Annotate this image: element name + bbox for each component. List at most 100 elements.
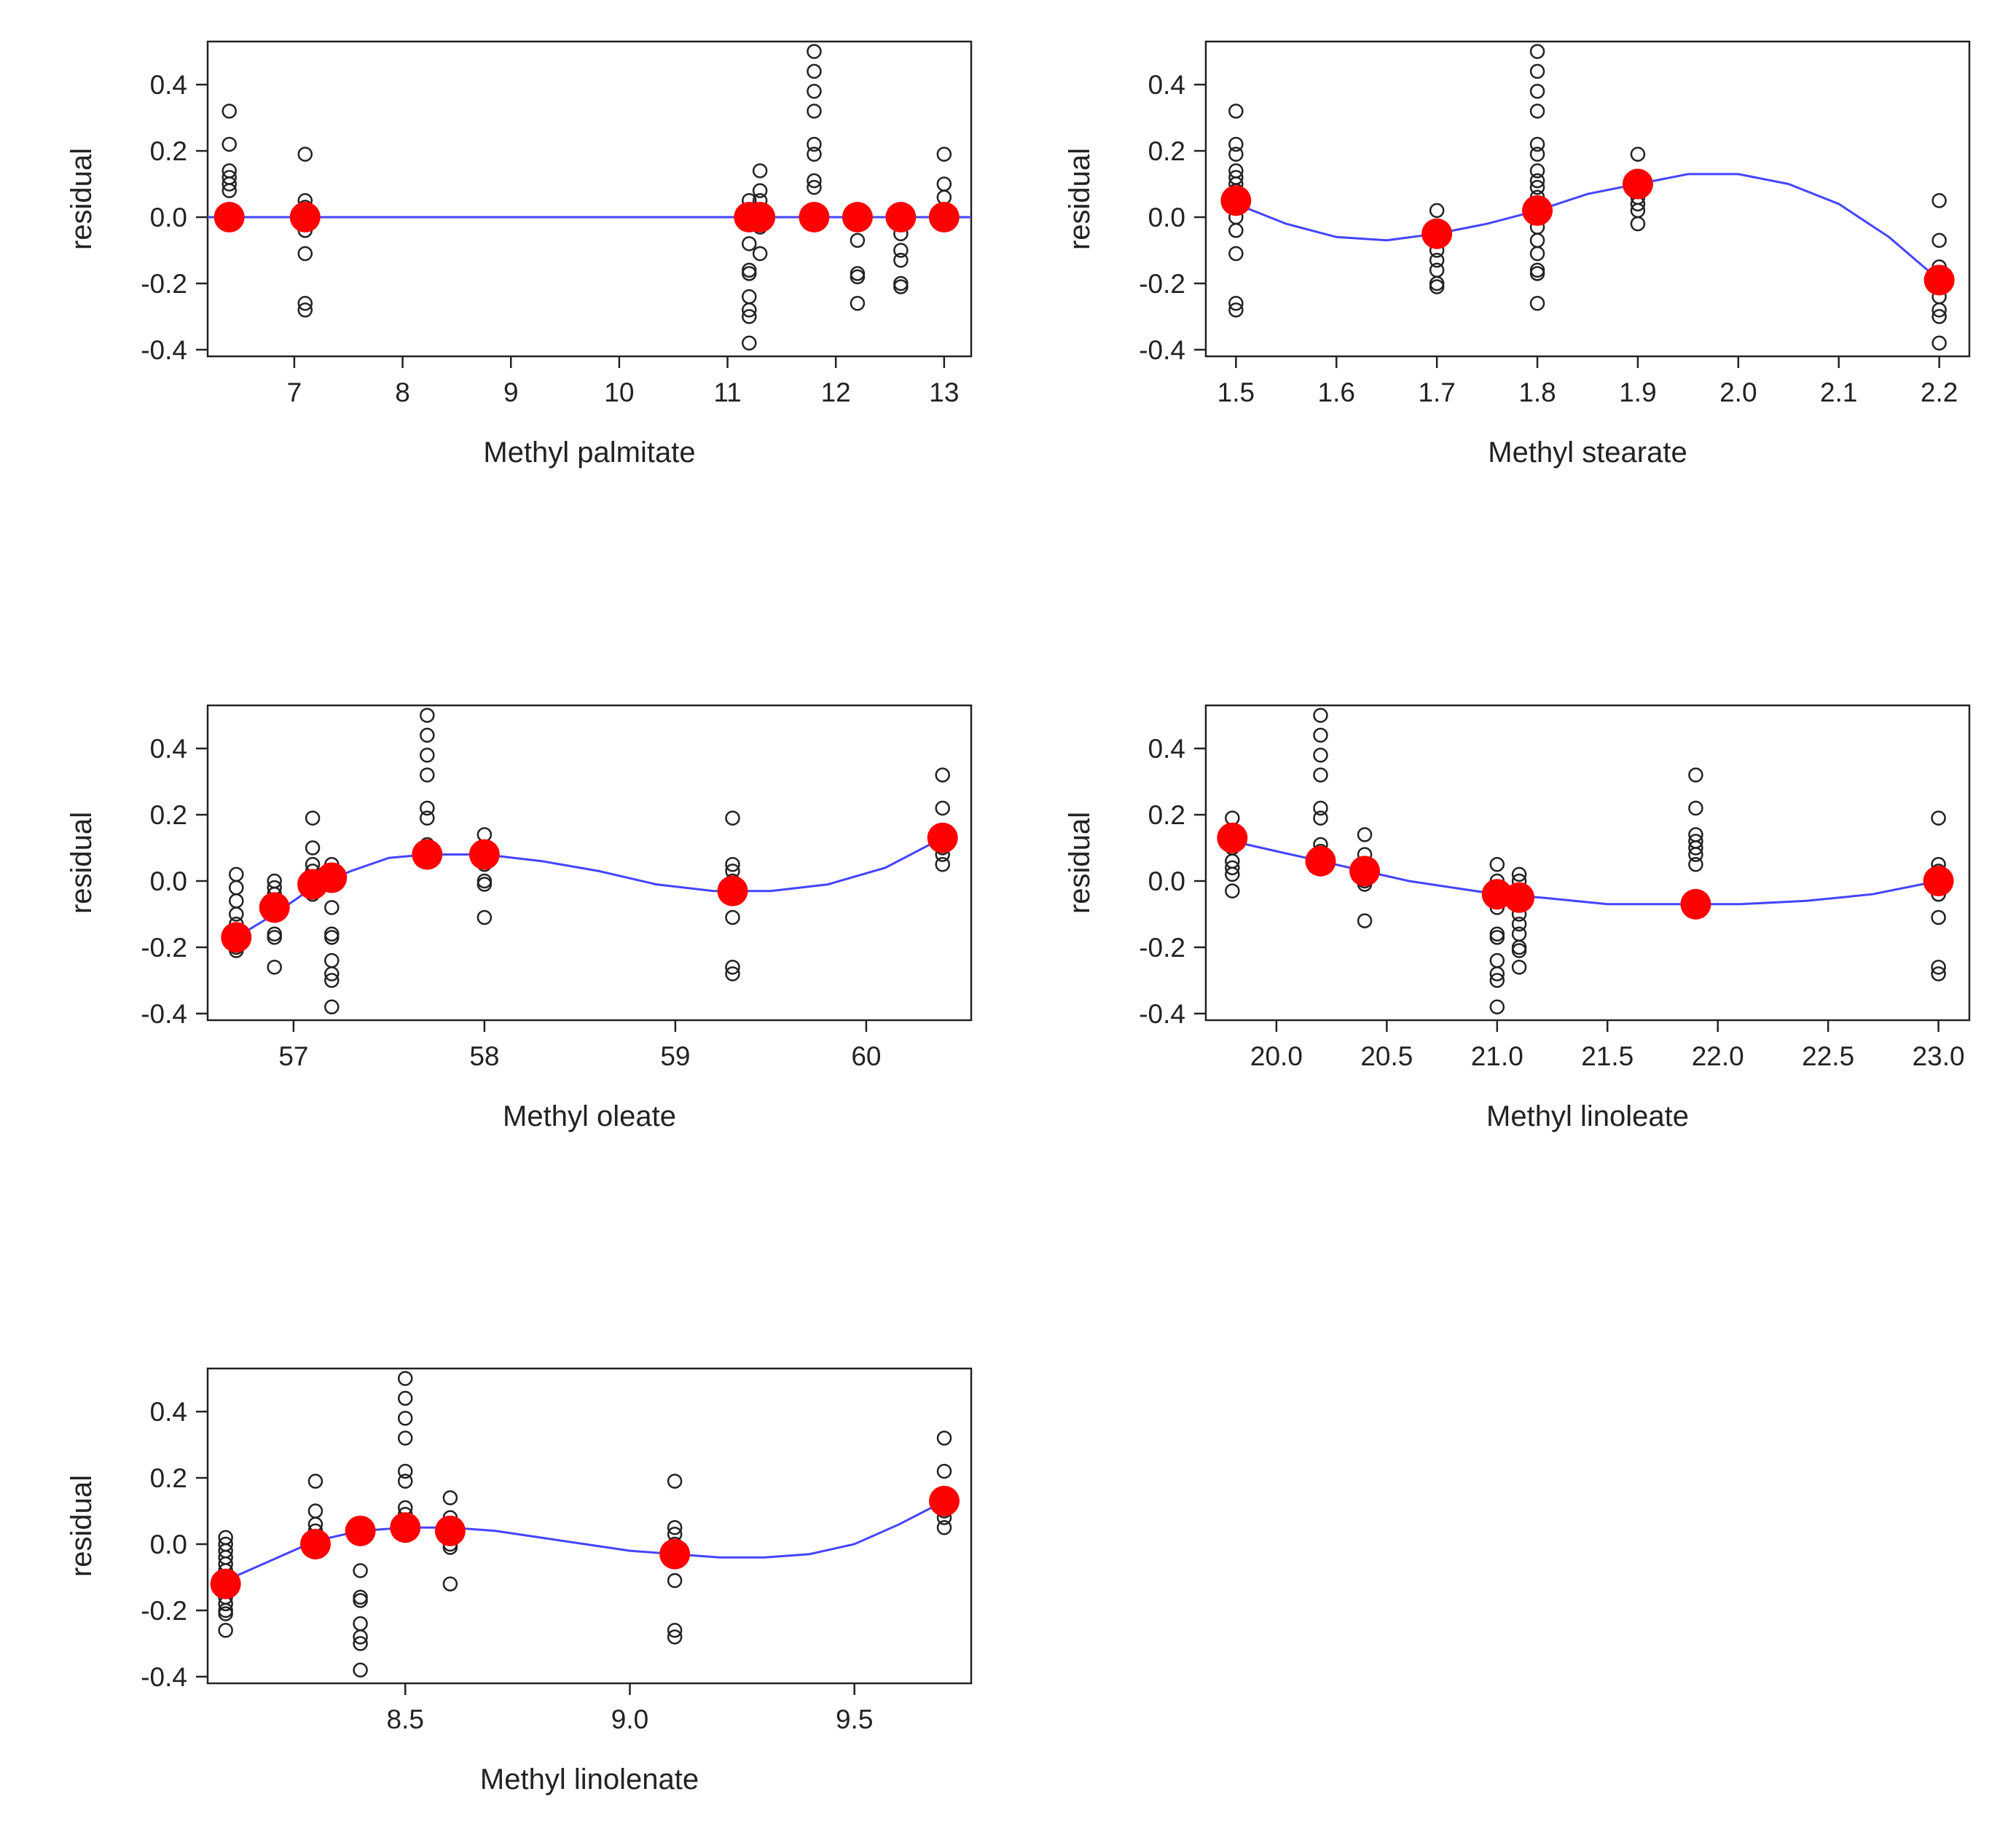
residual-point xyxy=(893,243,909,258)
residual-point xyxy=(742,335,757,351)
group-mean-point xyxy=(745,202,776,233)
residual-point xyxy=(1529,173,1545,189)
x-tick-label: 57 xyxy=(278,1041,308,1071)
residual-point xyxy=(1529,146,1545,162)
residual-point xyxy=(397,1473,413,1489)
residual-point xyxy=(1489,952,1505,968)
y-tick-label: -0.2 xyxy=(141,933,187,963)
y-tick-label: 0.2 xyxy=(150,136,187,166)
data-layer xyxy=(1220,44,1955,351)
residual-point xyxy=(893,252,909,268)
residual-point xyxy=(936,176,952,192)
group-mean-point xyxy=(1220,185,1252,216)
residual-point xyxy=(752,183,768,198)
residual-point xyxy=(1931,335,1947,351)
residual-point xyxy=(397,1410,413,1426)
residual-point xyxy=(725,810,740,826)
residual-point xyxy=(1429,252,1445,268)
group-mean-point xyxy=(1305,845,1336,877)
residual-point xyxy=(725,857,740,872)
chart-panel-4: 20.0 20.5 21.0 21.5 22.0 22.5 23.0 -0.4 -0.2 0.0 0… xyxy=(1064,704,1971,1132)
data-layer xyxy=(221,708,958,1015)
x-tick-label: 1.9 xyxy=(1619,377,1656,407)
x-tick-label: 9.5 xyxy=(836,1704,873,1734)
residual-point xyxy=(1313,708,1328,723)
residual-point xyxy=(1529,266,1545,281)
group-mean-point xyxy=(659,1538,691,1570)
x-tick-label: 8.5 xyxy=(387,1704,424,1734)
residual-point xyxy=(1489,930,1505,945)
residual-point xyxy=(1931,232,1947,248)
residual-point xyxy=(1489,999,1505,1015)
x-tick-label: 23.0 xyxy=(1913,1041,1965,1071)
residual-point xyxy=(1688,847,1703,862)
residual-point xyxy=(752,246,768,262)
group-mean-point xyxy=(1680,888,1711,920)
residual-point xyxy=(1529,232,1545,248)
y-tick-label: 0.4 xyxy=(1148,734,1185,764)
residual-point xyxy=(667,1520,683,1535)
residual-point xyxy=(1529,246,1545,262)
residual-point xyxy=(1688,767,1703,783)
group-mean-point xyxy=(929,1485,960,1516)
chart-panel-2: 1.5 1.6 1.7 1.8 1.9 2.0 2.1 2.2 -0.4 -0.2 0.0 0.2 0.… xyxy=(1064,40,1971,469)
x-tick-label: 11 xyxy=(713,377,741,407)
residual-point xyxy=(307,1503,323,1519)
y-tick-label: 0.4 xyxy=(1148,70,1185,100)
y-tick-label: -0.2 xyxy=(1139,933,1185,963)
y-tick-label: 0.2 xyxy=(1148,136,1185,166)
x-axis-title: Methyl oleate xyxy=(503,1100,676,1132)
residual-point xyxy=(936,1463,952,1479)
x-tick-label: 22.5 xyxy=(1802,1041,1854,1071)
y-axis-title: residual xyxy=(1064,148,1096,250)
residual-point xyxy=(742,309,757,324)
residual-point xyxy=(1529,295,1545,311)
plot-frame xyxy=(206,40,973,358)
residual-point xyxy=(1429,203,1445,219)
y-tick-label: 0.2 xyxy=(1148,800,1185,830)
x-tick-label: 21.0 xyxy=(1471,1041,1523,1071)
group-mean-point xyxy=(1217,822,1248,853)
y-tick-label: 0.4 xyxy=(150,1397,187,1427)
residual-point xyxy=(1228,302,1244,318)
group-mean-point xyxy=(434,1515,466,1546)
x-tick-label: 58 xyxy=(469,1041,499,1071)
residual-point xyxy=(229,893,244,909)
x-tick-label: 2.0 xyxy=(1719,377,1757,407)
y-axis-title: residual xyxy=(66,148,98,250)
residual-point xyxy=(850,232,866,248)
x-tick-label: 20.5 xyxy=(1360,1041,1413,1071)
residual-point xyxy=(667,1573,683,1589)
residual-point xyxy=(420,708,435,723)
residual-point xyxy=(1931,909,1946,925)
residual-point xyxy=(397,1463,413,1479)
x-axis-title: Methyl palmitate xyxy=(483,436,695,469)
residual-point xyxy=(353,1662,368,1678)
group-mean-point xyxy=(390,1512,421,1543)
residual-point xyxy=(725,959,740,975)
residual-point xyxy=(267,959,282,975)
residual-point xyxy=(1489,857,1505,872)
residual-point xyxy=(297,246,313,262)
residual-point xyxy=(297,302,313,318)
residual-point xyxy=(353,1563,368,1578)
residual-point xyxy=(1529,136,1545,152)
residual-point xyxy=(1228,136,1244,152)
x-tick-label: 13 xyxy=(929,377,959,407)
residual-point xyxy=(221,176,237,192)
residual-point xyxy=(1228,295,1244,311)
residual-point xyxy=(1931,309,1947,324)
y-axis-title: residual xyxy=(1064,812,1096,914)
y-tick-label: -0.4 xyxy=(1139,999,1185,1029)
residual-point xyxy=(476,877,493,892)
plot-frame xyxy=(1204,704,1971,1022)
y-tick-label: 0.0 xyxy=(1148,203,1185,232)
fitted-curve xyxy=(225,1500,945,1582)
x-tick-label: 12 xyxy=(821,377,851,407)
chart-panel-5: 8.5 9.0 9.5 -0.4 -0.2 0.0 0.2 0.4 Methyl linolen… xyxy=(66,1367,973,1796)
group-mean-point xyxy=(885,202,917,233)
residual-point xyxy=(1225,860,1240,876)
residual-point xyxy=(1931,193,1947,208)
residual-point xyxy=(420,747,435,763)
